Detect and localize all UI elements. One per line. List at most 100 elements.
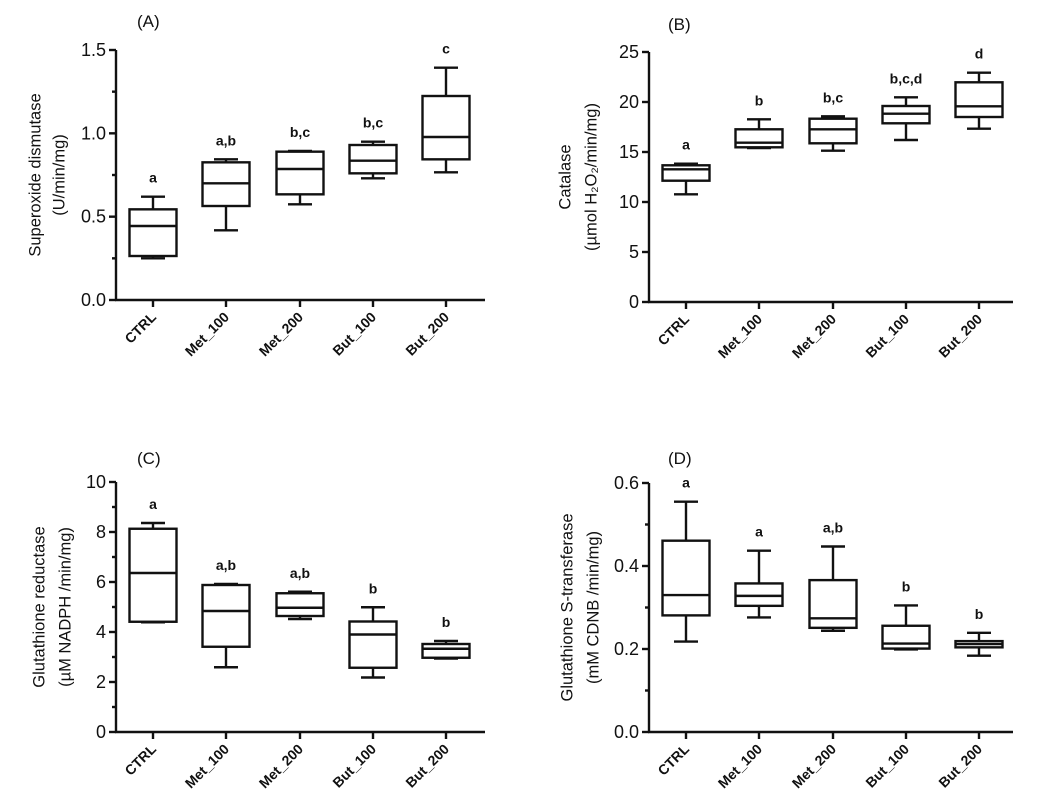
box-but-100 xyxy=(881,604,931,651)
panel-label: (A) xyxy=(137,12,160,31)
x-tick-label: Met_200 xyxy=(789,741,840,792)
iqr-box xyxy=(808,578,858,630)
significance-label: a,b xyxy=(216,132,236,148)
y-axis-label: Glutathione S-transferase xyxy=(558,513,576,701)
x-tick-label: But_200 xyxy=(402,309,452,359)
box-met-100 xyxy=(734,549,784,619)
y-axis-label: Catalase xyxy=(556,144,574,209)
iqr-box xyxy=(421,642,471,659)
iqr-box xyxy=(954,81,1004,119)
iqr-box xyxy=(808,117,858,145)
significance-label: b xyxy=(755,92,764,108)
box-but-100 xyxy=(348,606,398,679)
significance-label: a xyxy=(149,170,157,186)
x-tick-label: But_200 xyxy=(935,311,985,361)
y-axis-label: (U/min/mg) xyxy=(50,134,68,216)
x-tick-label: Met_200 xyxy=(256,741,307,792)
x-tick-label: But_100 xyxy=(329,741,379,791)
iqr-box xyxy=(348,143,398,175)
panel-label: (D) xyxy=(668,449,692,468)
panel-a: (A) Superoxide dismutase (U/min/mg) 0.0 0.5 1… xyxy=(26,12,485,359)
significance-label: b xyxy=(442,614,451,630)
y-tick-label: 2 xyxy=(96,672,106,692)
box-met-200 xyxy=(275,590,325,621)
box-but-100 xyxy=(348,140,398,180)
iqr-box xyxy=(128,527,178,623)
iqr-box xyxy=(348,620,398,669)
y-tick-label: 0.0 xyxy=(81,290,106,310)
y-tick-label: 10 xyxy=(86,472,106,492)
panel-d: (D) Glutathione S-transferase (mM CDNB /mi… xyxy=(558,449,1013,791)
significance-label: a xyxy=(682,475,690,491)
significance-label: b xyxy=(369,580,378,596)
x-tick-label: Met_100 xyxy=(182,309,233,360)
y-tick-label: 25 xyxy=(619,42,639,62)
panel-c: (C) Glutathione reductase (µM NADPH /min/m… xyxy=(30,449,485,791)
y-axis-label: Superoxide dismutase xyxy=(26,93,44,256)
x-tick-label: But_100 xyxy=(862,311,912,361)
box-ctrl xyxy=(661,162,711,196)
x-tick-label: CTRL xyxy=(121,740,159,778)
x-tick-label: But_100 xyxy=(862,741,912,791)
box-ctrl xyxy=(661,500,711,643)
iqr-box xyxy=(128,208,178,258)
y-tick-label: 0.5 xyxy=(81,207,106,227)
significance-label: a xyxy=(682,137,690,153)
y-tick-label: 0.6 xyxy=(614,473,639,493)
y-axis-label: (µmol H₂O₂/min/mg) xyxy=(582,103,600,251)
box-met-100 xyxy=(201,158,251,232)
y-tick-label: 15 xyxy=(619,142,639,162)
x-tick-label: But_200 xyxy=(935,741,985,791)
box-but-200 xyxy=(954,71,1004,130)
box-ctrl xyxy=(128,521,178,624)
box-but-100 xyxy=(881,96,931,142)
significance-label: b,c xyxy=(363,115,383,131)
y-tick-label: 5 xyxy=(629,242,639,262)
significance-label: d xyxy=(975,46,984,62)
y-tick-label: 0 xyxy=(629,292,639,312)
box-but-200 xyxy=(421,639,471,660)
x-tick-label: CTRL xyxy=(654,310,692,348)
y-tick-label: 1.0 xyxy=(81,123,106,143)
box-but-200 xyxy=(954,631,1004,657)
significance-label: b,c xyxy=(290,124,310,140)
box-met-100 xyxy=(734,118,784,150)
y-tick-label: 20 xyxy=(619,92,639,112)
significance-label: a xyxy=(149,496,157,512)
x-tick-label: CTRL xyxy=(654,740,692,778)
x-tick-label: Met_200 xyxy=(256,309,307,360)
y-axis-label: Glutathione reductase xyxy=(30,526,48,687)
y-tick-label: 0 xyxy=(96,722,106,742)
iqr-box xyxy=(734,128,784,149)
iqr-box xyxy=(275,592,325,618)
box-ctrl xyxy=(128,195,178,260)
x-tick-label: CTRL xyxy=(121,308,159,346)
x-tick-label: Met_200 xyxy=(789,311,840,362)
significance-label: b xyxy=(975,606,984,622)
significance-label: b xyxy=(902,578,911,594)
box-met-200 xyxy=(808,115,858,152)
panel-label: (C) xyxy=(137,449,161,468)
x-tick-label: Met_100 xyxy=(715,311,766,362)
y-tick-label: 6 xyxy=(96,572,106,592)
iqr-box xyxy=(661,164,711,182)
iqr-box xyxy=(275,150,325,196)
iqr-box xyxy=(881,624,931,650)
y-axis-label: (µM NADPH /min/mg) xyxy=(56,527,74,687)
y-tick-label: 0.0 xyxy=(614,722,639,742)
box-met-200 xyxy=(275,149,325,206)
box-but-200 xyxy=(421,66,471,174)
y-tick-label: 1.5 xyxy=(81,40,106,60)
iqr-box xyxy=(421,94,471,161)
significance-label: a xyxy=(755,524,763,540)
y-tick-label: 0.4 xyxy=(614,556,639,576)
y-tick-label: 10 xyxy=(619,192,639,212)
iqr-box xyxy=(661,539,711,617)
x-tick-label: But_100 xyxy=(329,309,379,359)
y-axis-label: (mM CDNB /min/mg) xyxy=(584,531,602,684)
y-tick-label: 0.2 xyxy=(614,639,639,659)
panel-label: (B) xyxy=(668,15,691,34)
x-tick-label: Met_100 xyxy=(182,741,233,792)
significance-label: b,c,d xyxy=(890,70,923,86)
